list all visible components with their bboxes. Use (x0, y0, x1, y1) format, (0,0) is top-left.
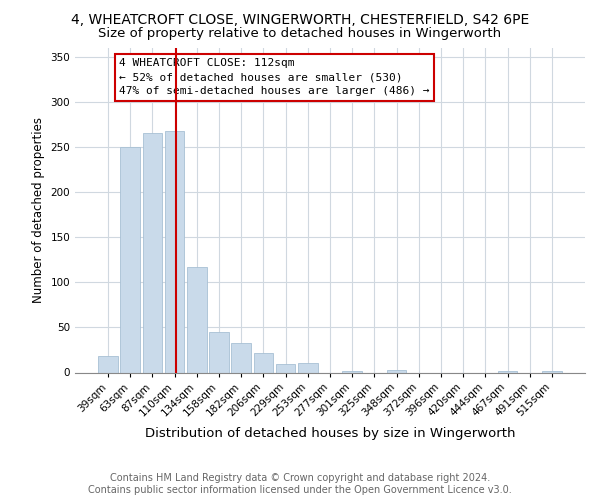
Y-axis label: Number of detached properties: Number of detached properties (32, 117, 45, 303)
Bar (187, 267, 206, 372)
Bar (498, 370, 517, 372)
Bar (254, 352, 273, 372)
Bar (387, 370, 406, 372)
Bar (165, 130, 184, 372)
Bar (143, 134, 162, 372)
Bar (232, 342, 251, 372)
Text: Contains HM Land Registry data © Crown copyright and database right 2024.
Contai: Contains HM Land Registry data © Crown c… (88, 474, 512, 495)
Bar (343, 370, 362, 372)
Bar (209, 332, 229, 372)
Bar (298, 362, 317, 372)
Bar (121, 147, 140, 372)
Bar (276, 364, 295, 372)
Text: 4, WHEATCROFT CLOSE, WINGERWORTH, CHESTERFIELD, S42 6PE: 4, WHEATCROFT CLOSE, WINGERWORTH, CHESTE… (71, 12, 529, 26)
X-axis label: Distribution of detached houses by size in Wingerworth: Distribution of detached houses by size … (145, 426, 515, 440)
Text: Size of property relative to detached houses in Wingerworth: Size of property relative to detached ho… (98, 28, 502, 40)
Bar (542, 370, 562, 372)
Text: 4 WHEATCROFT CLOSE: 112sqm
← 52% of detached houses are smaller (530)
47% of sem: 4 WHEATCROFT CLOSE: 112sqm ← 52% of deta… (119, 58, 430, 96)
Bar (98, 356, 118, 372)
